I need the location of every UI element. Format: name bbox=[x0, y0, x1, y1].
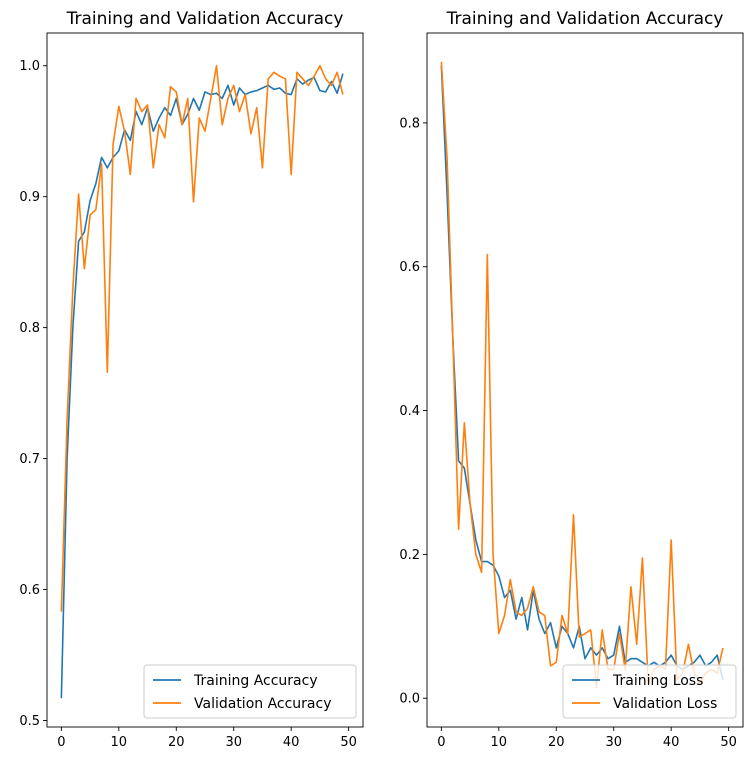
accuracy-x-tick-label: 10 bbox=[111, 735, 128, 750]
loss-y-tick-label: 0.4 bbox=[399, 404, 420, 419]
loss-y-tick-label: 0.2 bbox=[399, 548, 420, 563]
loss-y-tick-label: 0.8 bbox=[399, 116, 420, 131]
loss-x-tick-label: 40 bbox=[663, 735, 680, 750]
accuracy-x-tick-label: 30 bbox=[225, 735, 242, 750]
accuracy-legend-box bbox=[143, 664, 357, 719]
accuracy-y-tick-label: 0.5 bbox=[19, 714, 40, 729]
accuracy-x-tick-label: 40 bbox=[283, 735, 300, 750]
loss-y-tick-label: 0.6 bbox=[399, 260, 420, 275]
accuracy-series-line-1 bbox=[60, 73, 344, 699]
accuracy-legend-label-2: Validation Accuracy bbox=[194, 696, 332, 712]
accuracy-y-tick-label: 0.8 bbox=[19, 321, 40, 336]
loss-legend-label-2: Validation Loss bbox=[613, 696, 717, 712]
accuracy-chart-title: Training and Validation Accuracy bbox=[66, 9, 344, 29]
loss-chart: Training and Validation Accuracy 0 10 20 30… bbox=[399, 9, 744, 750]
accuracy-axes-frame bbox=[46, 32, 364, 728]
loss-chart-title: Training and Validation Accuracy bbox=[446, 9, 724, 29]
accuracy-y-tick-label: 0.9 bbox=[19, 190, 40, 205]
loss-x-tick-label: 10 bbox=[491, 735, 508, 750]
loss-y-tick-label: 0.0 bbox=[399, 692, 420, 707]
accuracy-x-tick-label: 0 bbox=[57, 735, 65, 750]
loss-plot-area: 0 10 20 30 40 50 0.0 0.2 0.4 0.6 0.8 Training Loss V… bbox=[399, 32, 744, 750]
loss-x-tick-label: 30 bbox=[605, 735, 622, 750]
loss-series-line-1 bbox=[440, 65, 724, 681]
accuracy-y-tick-label: 1.0 bbox=[19, 59, 40, 74]
accuracy-y-tick-label: 0.6 bbox=[19, 583, 40, 598]
loss-series-line-2 bbox=[440, 61, 724, 689]
accuracy-chart: Training and Validation Accuracy 0 10 20 30… bbox=[19, 9, 364, 750]
accuracy-plot-area: 0 10 20 30 40 50 0.5 0.6 0.7 0.8 0.9 1.0 Training Ac… bbox=[19, 32, 364, 750]
accuracy-series-line-2 bbox=[60, 64, 344, 612]
loss-legend-label-1: Training Loss bbox=[612, 673, 703, 689]
accuracy-y-tick-label: 0.7 bbox=[19, 452, 40, 467]
loss-x-tick-label: 50 bbox=[720, 735, 737, 750]
loss-legend: Training Loss Validation Loss bbox=[562, 664, 737, 719]
loss-x-tick-label: 20 bbox=[548, 735, 565, 750]
loss-legend-box bbox=[562, 664, 737, 719]
loss-axes-frame bbox=[426, 32, 744, 728]
loss-x-tick-label: 0 bbox=[437, 735, 445, 750]
accuracy-x-tick-label: 20 bbox=[168, 735, 185, 750]
accuracy-legend: Training Accuracy Validation Accuracy bbox=[143, 664, 357, 719]
accuracy-x-tick-label: 50 bbox=[340, 735, 357, 750]
accuracy-legend-label-1: Training Accuracy bbox=[193, 673, 318, 689]
